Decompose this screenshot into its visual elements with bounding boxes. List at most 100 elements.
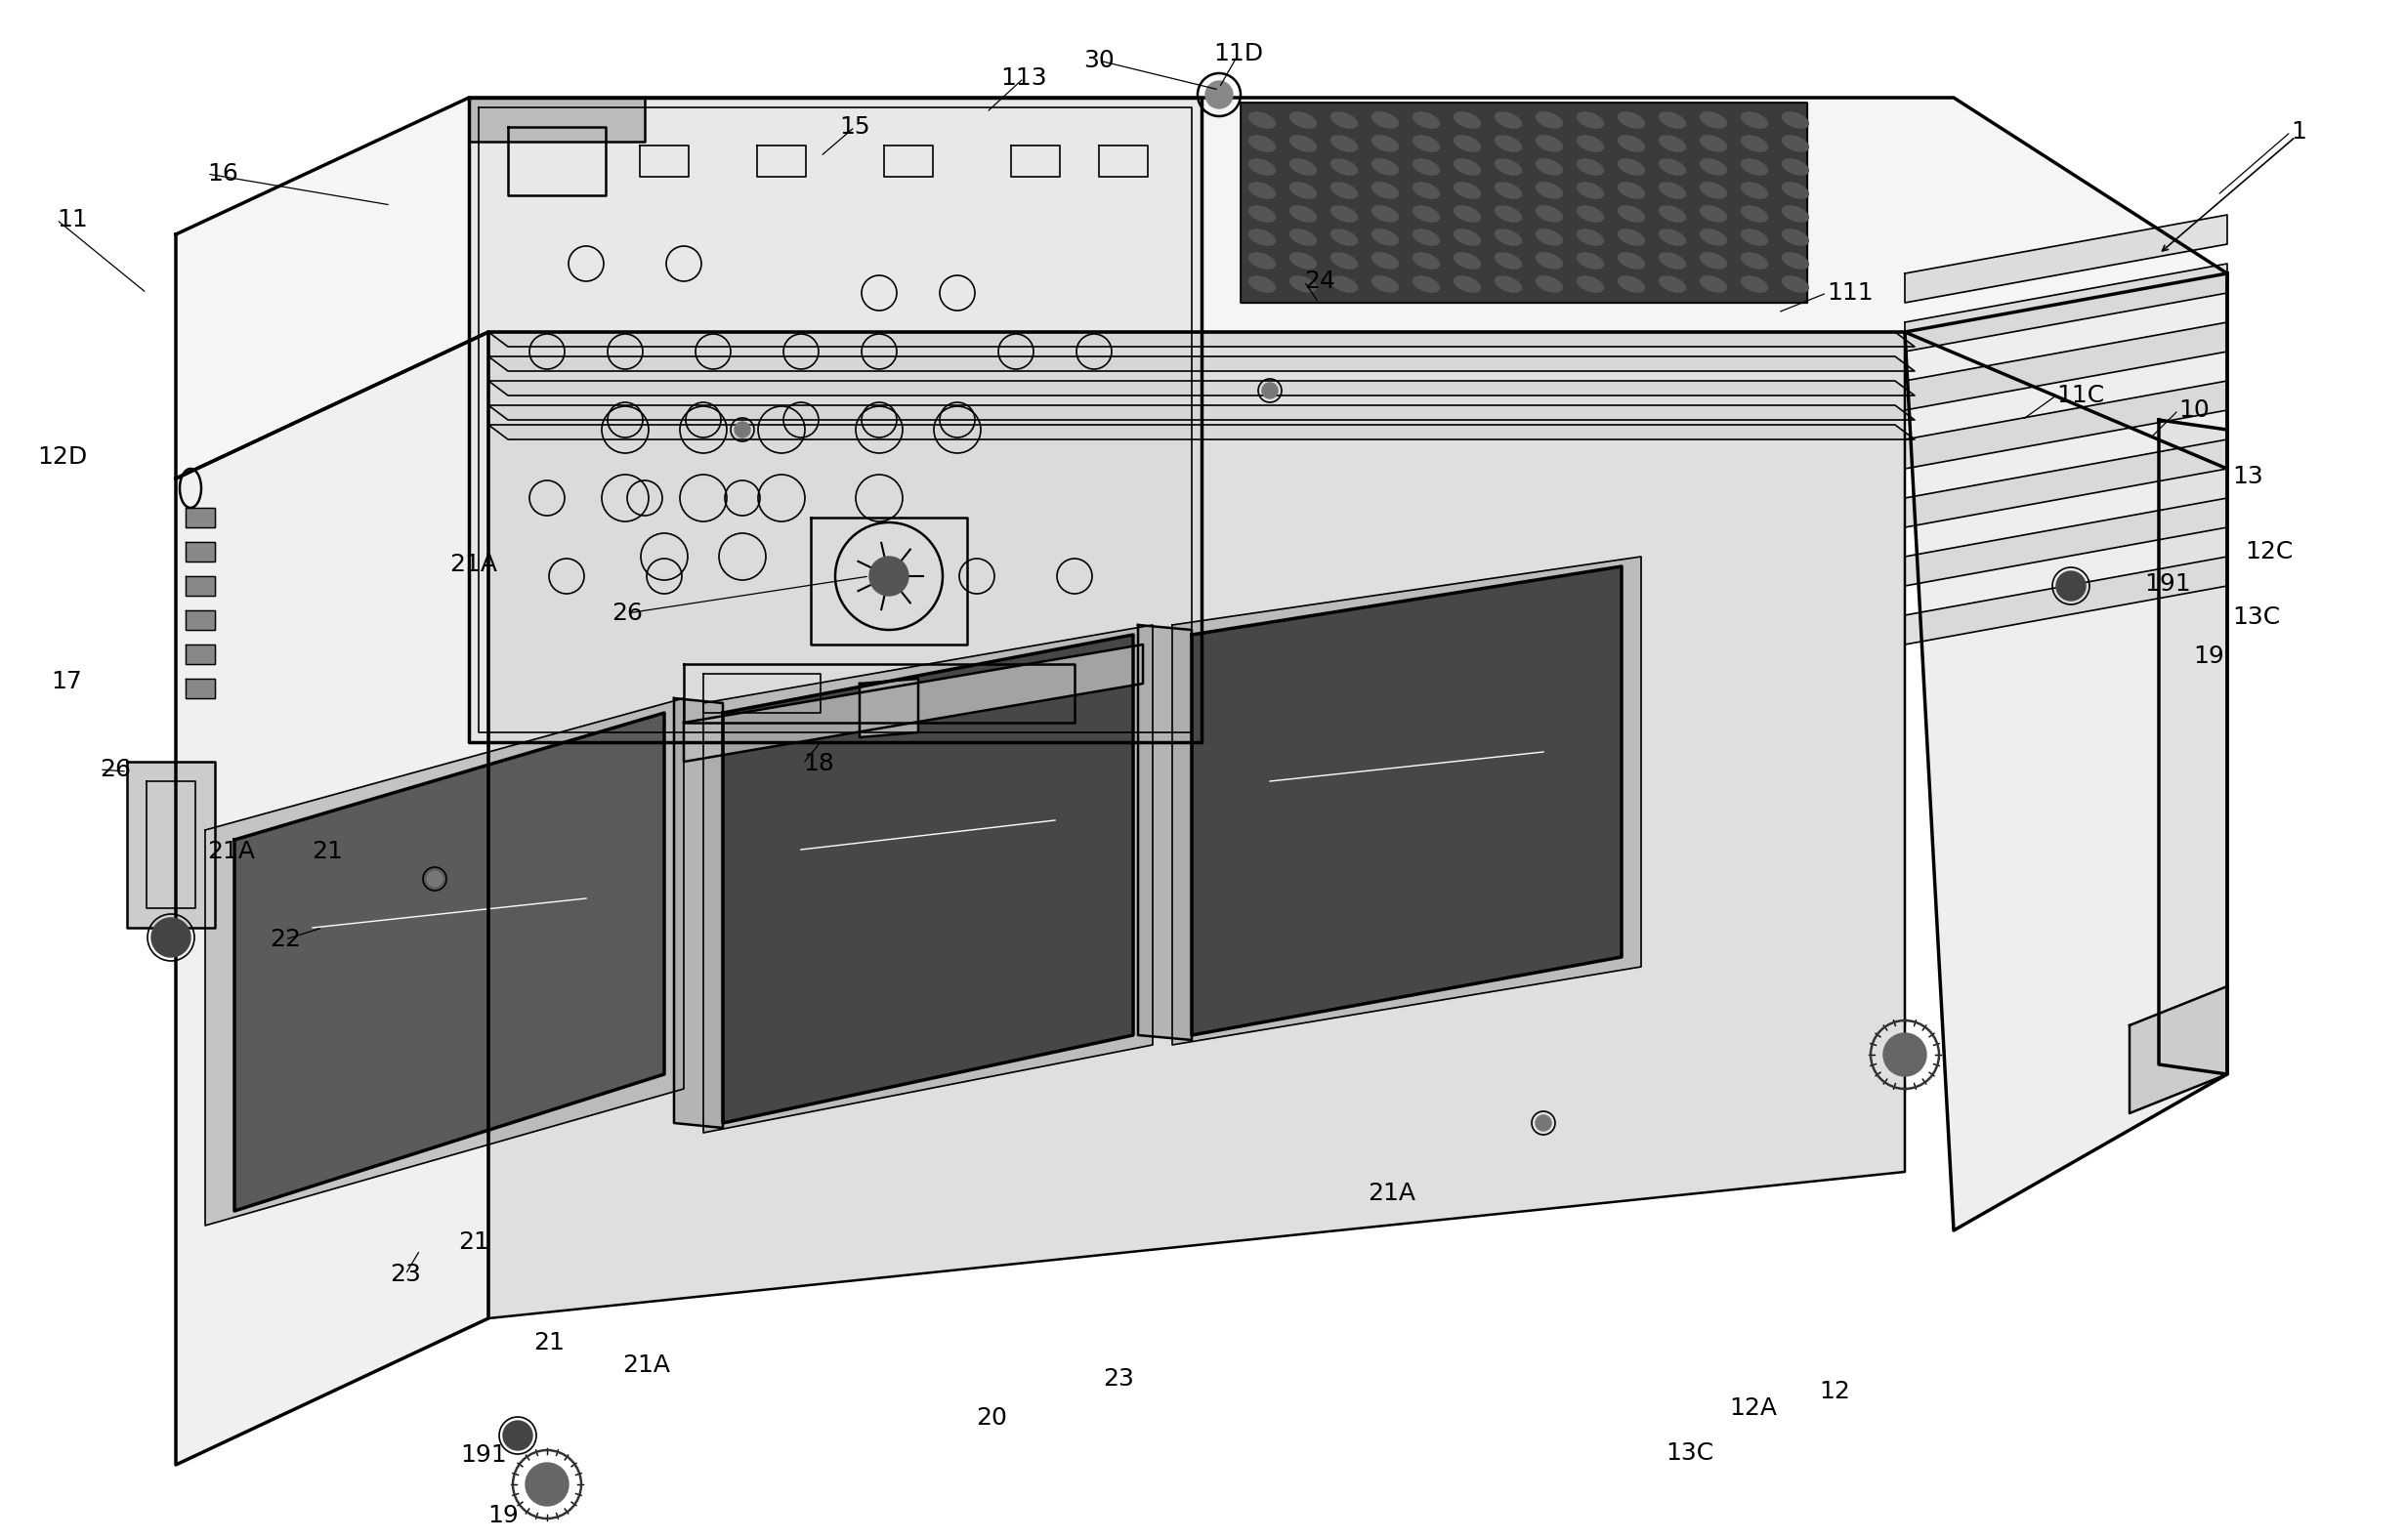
Ellipse shape (1248, 253, 1275, 268)
Ellipse shape (1330, 253, 1356, 268)
Circle shape (868, 556, 909, 596)
Text: 16: 16 (207, 162, 238, 185)
Polygon shape (488, 380, 1914, 396)
Ellipse shape (1373, 159, 1397, 176)
Ellipse shape (1330, 182, 1356, 199)
Ellipse shape (1496, 206, 1522, 222)
Ellipse shape (1619, 182, 1645, 199)
Ellipse shape (1289, 206, 1316, 222)
Ellipse shape (1537, 206, 1563, 222)
Polygon shape (1905, 556, 2227, 645)
Ellipse shape (1289, 159, 1316, 176)
Polygon shape (1905, 274, 2227, 1230)
Text: 20: 20 (976, 1406, 1008, 1429)
Text: 26: 26 (99, 758, 130, 781)
Ellipse shape (1537, 182, 1563, 199)
Text: 19: 19 (488, 1505, 519, 1528)
Ellipse shape (1289, 276, 1316, 293)
Ellipse shape (1782, 182, 1809, 199)
Text: 24: 24 (1304, 269, 1335, 293)
Ellipse shape (1455, 276, 1481, 293)
Text: 21: 21 (313, 839, 344, 864)
Ellipse shape (1496, 112, 1522, 128)
Ellipse shape (1741, 136, 1768, 151)
Ellipse shape (1578, 112, 1604, 128)
Ellipse shape (1619, 253, 1645, 268)
Ellipse shape (1619, 159, 1645, 176)
Ellipse shape (1414, 276, 1438, 293)
Text: 23: 23 (390, 1263, 421, 1286)
Circle shape (2056, 571, 2085, 601)
Ellipse shape (1782, 206, 1809, 222)
Ellipse shape (1248, 276, 1275, 293)
Ellipse shape (1373, 229, 1397, 245)
Ellipse shape (1659, 253, 1686, 268)
Ellipse shape (1289, 112, 1316, 128)
Ellipse shape (1578, 159, 1604, 176)
Polygon shape (233, 713, 664, 1210)
Text: 111: 111 (1828, 282, 1873, 305)
Polygon shape (724, 634, 1133, 1123)
Ellipse shape (1414, 206, 1438, 222)
Ellipse shape (1248, 206, 1275, 222)
Text: 18: 18 (803, 752, 835, 775)
Ellipse shape (1289, 229, 1316, 245)
Text: 19: 19 (2193, 645, 2225, 668)
Polygon shape (1171, 556, 1640, 1046)
Ellipse shape (1414, 229, 1438, 245)
Polygon shape (1905, 263, 2227, 351)
Ellipse shape (1700, 276, 1727, 293)
Ellipse shape (1537, 112, 1563, 128)
Ellipse shape (1700, 136, 1727, 151)
Polygon shape (185, 542, 214, 562)
Text: 26: 26 (611, 602, 642, 625)
Ellipse shape (1578, 136, 1604, 151)
Ellipse shape (1289, 182, 1316, 199)
Polygon shape (1905, 322, 2227, 410)
Text: 15: 15 (839, 115, 871, 139)
Text: 21A: 21A (450, 553, 498, 576)
Ellipse shape (1782, 112, 1809, 128)
Polygon shape (176, 97, 2227, 479)
Text: 191: 191 (2145, 573, 2191, 596)
Ellipse shape (1659, 182, 1686, 199)
Ellipse shape (1741, 253, 1768, 268)
Ellipse shape (1373, 253, 1397, 268)
Ellipse shape (1700, 112, 1727, 128)
Polygon shape (1241, 103, 1806, 303)
Text: 12: 12 (1818, 1380, 1849, 1403)
Ellipse shape (1578, 253, 1604, 268)
Polygon shape (488, 333, 1914, 347)
Polygon shape (1905, 497, 2227, 585)
Ellipse shape (1700, 253, 1727, 268)
Ellipse shape (1373, 206, 1397, 222)
Ellipse shape (1619, 229, 1645, 245)
Text: 113: 113 (1000, 66, 1046, 89)
Polygon shape (185, 508, 214, 527)
Polygon shape (127, 762, 214, 927)
Polygon shape (185, 576, 214, 596)
Text: 21: 21 (459, 1230, 488, 1254)
Ellipse shape (1248, 159, 1275, 176)
Polygon shape (204, 698, 683, 1226)
Polygon shape (488, 405, 1914, 420)
Ellipse shape (1659, 136, 1686, 151)
Polygon shape (1905, 216, 2227, 303)
Ellipse shape (1330, 136, 1356, 151)
Ellipse shape (1700, 229, 1727, 245)
Ellipse shape (1659, 206, 1686, 222)
Ellipse shape (1330, 276, 1356, 293)
Ellipse shape (1741, 206, 1768, 222)
Ellipse shape (1496, 229, 1522, 245)
Polygon shape (683, 645, 1142, 762)
Ellipse shape (1373, 276, 1397, 293)
Ellipse shape (1619, 276, 1645, 293)
Ellipse shape (1700, 206, 1727, 222)
Ellipse shape (1455, 112, 1481, 128)
Circle shape (734, 422, 750, 437)
Ellipse shape (1373, 136, 1397, 151)
Ellipse shape (1496, 276, 1522, 293)
Ellipse shape (1619, 112, 1645, 128)
Text: 13: 13 (2232, 465, 2263, 488)
Polygon shape (702, 625, 1152, 1133)
